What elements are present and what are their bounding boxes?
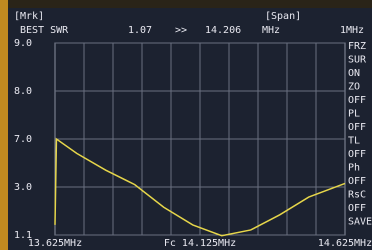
y-tick-label: 3.0 — [14, 182, 32, 193]
screen-bg — [8, 8, 372, 250]
arrow: >> — [175, 25, 187, 36]
menu-item: FRZ — [348, 41, 366, 52]
menu-item: Ph — [348, 163, 360, 174]
menu-item: TL — [348, 136, 360, 147]
screen: [Mrk] BEST SWR 1.07 >> 14.206 MHz [Span]… — [0, 0, 372, 250]
marker: [Mrk] — [14, 11, 44, 22]
center-label: Fc 14.125MHz — [164, 238, 236, 249]
y-tick-label: 8.0 — [14, 86, 32, 97]
bezel — [0, 0, 8, 250]
menu-item: OFF — [348, 203, 366, 214]
menu-item: OFF — [348, 122, 366, 133]
best-value: 1.07 — [128, 25, 152, 36]
best-unit: MHz — [262, 25, 280, 36]
y-tick-label: 7.0 — [14, 134, 32, 145]
span-label: [Span] — [265, 11, 301, 22]
menu-item: ZO — [348, 82, 360, 93]
menu-item: SAVE — [348, 217, 372, 228]
x-tick-label: 14.625MHz — [318, 238, 372, 249]
best-freq: 14.206 — [205, 25, 241, 36]
menu-item: ON — [348, 68, 360, 79]
menu-item: OFF — [348, 149, 366, 160]
menu-item: RsC — [348, 190, 366, 201]
menu-item: OFF — [348, 95, 366, 106]
menu-item: PL — [348, 109, 360, 120]
mode: BEST SWR — [20, 25, 69, 36]
menu-item: OFF — [348, 176, 366, 187]
x-tick-label: 13.625MHz — [28, 238, 82, 249]
menu-item: SUR — [348, 55, 367, 66]
y-tick-label: 9.0 — [14, 38, 32, 49]
span-value: 1MHz — [340, 25, 364, 36]
